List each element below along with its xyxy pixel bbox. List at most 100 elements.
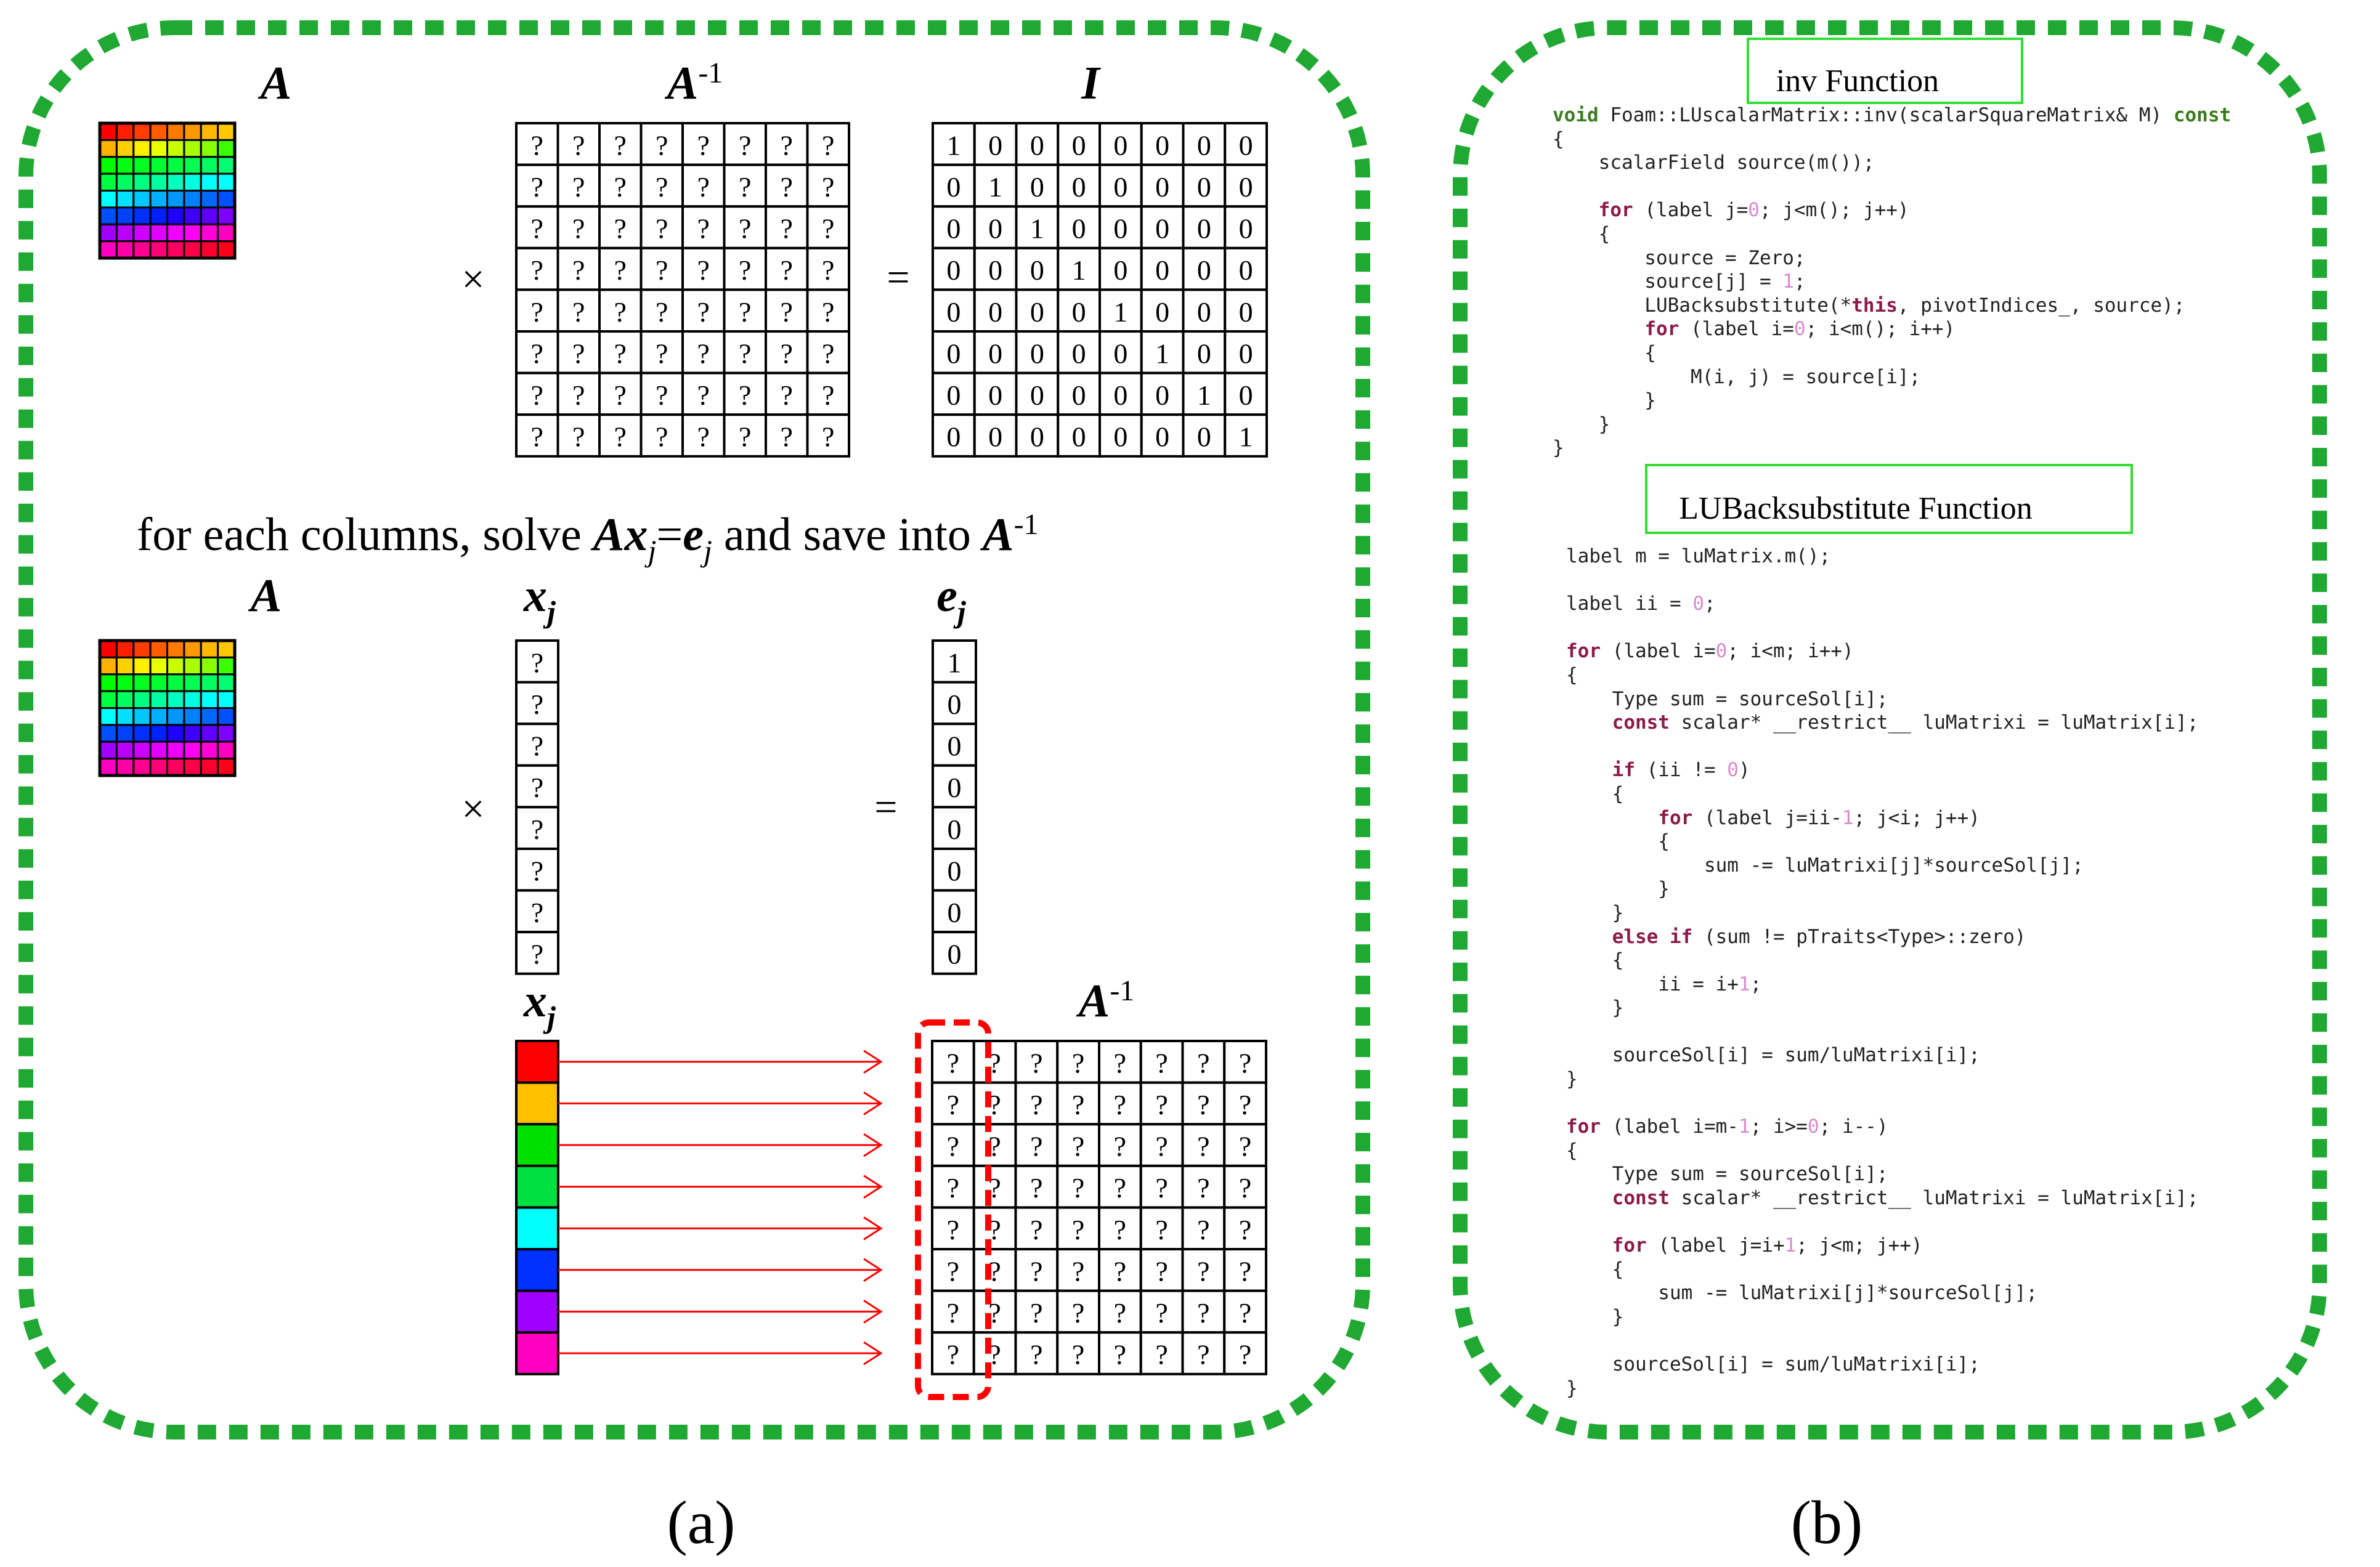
- code-token: [1566, 926, 1612, 948]
- matrix-ainv-top-cell: [806, 413, 850, 458]
- matrix-ainv-bottom-cell-text: ?: [988, 1089, 1001, 1120]
- matrix-a-mid-cell: [166, 639, 185, 658]
- matrix-ainv-bottom-cell-text: ?: [1239, 1172, 1251, 1204]
- code-token: 0: [1692, 593, 1704, 615]
- matrix-ainv-bottom-cell-text: ?: [1072, 1255, 1084, 1287]
- code-token: source = Zero;: [1553, 246, 1806, 269]
- matrix-ainv-bottom-cell-text: ?: [988, 1131, 1001, 1162]
- matrix-ainv-top-cell-text: ?: [781, 254, 793, 286]
- matrix-a-mid-cell: [99, 758, 118, 777]
- vector-xj-mid-cell: [515, 723, 559, 767]
- matrix-a-top-cell: [99, 223, 118, 243]
- matrix-identity-cell-text: 0: [1030, 254, 1044, 286]
- matrix-identity-cell-text: 0: [1113, 129, 1127, 161]
- matrix-identity-cell: [1057, 205, 1101, 249]
- matrix-ainv-top-cell-text: ?: [572, 338, 585, 369]
- matrix-identity-cell-text: 0: [1113, 421, 1127, 453]
- caption-b: (b): [1791, 1488, 1863, 1557]
- matrix-a-top-cell: [149, 190, 168, 209]
- matrix-identity-cell: [1182, 163, 1227, 208]
- code-token: ii = i+: [1566, 973, 1739, 995]
- vector-xj-mid-cell-text: ?: [531, 939, 543, 970]
- matrix-ainv-bottom-cell-text: ?: [1072, 1047, 1084, 1079]
- lub-code-line: {: [1566, 1258, 2199, 1282]
- code-token: (label i=m-: [1601, 1116, 1739, 1138]
- matrix-a-top-cell: [149, 206, 168, 225]
- times-symbol-top: ×: [461, 257, 484, 302]
- matrix-ainv-top-cell-text: ?: [739, 254, 751, 286]
- matrix-ainv-bottom-cell: [1223, 1248, 1267, 1292]
- matrix-a-mid-cell: [183, 639, 202, 658]
- matrix-ainv-top-cell-text: ?: [822, 338, 834, 369]
- matrix-identity-cell-text: 1: [1113, 296, 1127, 328]
- matrix-identity-cell: [1224, 205, 1268, 249]
- matrix-a-top-cell: [149, 172, 168, 192]
- inv-code-line: }: [1553, 413, 2231, 437]
- code-token: {: [1553, 222, 1610, 245]
- matrix-identity-cell-text: 0: [1155, 379, 1169, 411]
- matrix-a-mid-cell: [115, 639, 135, 658]
- matrix-a-mid-cell: [149, 690, 168, 709]
- matrix-identity-cell: [1140, 371, 1185, 416]
- matrix-ainv-top-cell-text: ?: [531, 379, 543, 411]
- matrix-a-mid-cell: [149, 639, 168, 658]
- matrix-ainv-bottom-cell: [1098, 1331, 1142, 1375]
- matrix-identity-cell: [1099, 288, 1143, 333]
- matrix-a-mid-cell: [166, 724, 185, 743]
- matrix-identity-cell: [1224, 371, 1268, 416]
- matrix-identity-cell-text: 0: [1113, 213, 1127, 245]
- matrix-a-mid-cell: [200, 707, 219, 726]
- matrix-a-top-cell: [217, 223, 236, 243]
- matrix-ainv-bottom-cell-text: ?: [1114, 1131, 1126, 1162]
- lub-code-line: sourceSol[i] = sum/luMatrixi[i];: [1566, 1353, 2199, 1377]
- matrix-ainv-bottom-cell-text: ?: [988, 1339, 1001, 1371]
- matrix-ainv-bottom-cell: [1181, 1123, 1226, 1167]
- vector-xj-mid-cell-text: ?: [531, 897, 543, 928]
- lub-code-line: [1566, 1329, 2199, 1353]
- matrix-ainv-top-cell: [806, 246, 850, 291]
- matrix-ainv-bottom-cell: [1098, 1164, 1142, 1209]
- matrix-identity-cell-text: 0: [1030, 129, 1044, 161]
- matrix-ainv-top-cell-text: ?: [781, 379, 793, 411]
- code-token: LUBacksubstitute(*: [1553, 294, 1852, 317]
- matrix-ainv-bottom-cell-text: ?: [1155, 1339, 1168, 1371]
- matrix-identity-cell-text: 0: [1030, 338, 1044, 369]
- code-token: else if: [1612, 925, 1693, 948]
- code-token: [1553, 318, 1644, 340]
- code-token: this: [1851, 294, 1898, 317]
- matrix-ainv-bottom-cell-text: ?: [1114, 1047, 1126, 1079]
- matrix-a-mid-cell: [99, 740, 118, 760]
- matrix-a-top-cell: [132, 122, 152, 141]
- matrix-a-mid-cell: [115, 656, 135, 676]
- matrix-a-top-cell: [166, 206, 185, 225]
- matrix-identity-cell-text: 1: [1072, 254, 1086, 286]
- matrix-ainv-bottom-cell-text: ?: [1155, 1131, 1168, 1162]
- matrix-a-top-cell: [200, 156, 219, 175]
- matrix-ainv-bottom-cell-text: ?: [947, 1089, 959, 1120]
- code-token: (label i=: [1601, 640, 1716, 663]
- lub-code-line: label m = luMatrix.m();: [1566, 545, 2199, 569]
- matrix-ainv-bottom-cell-text: ?: [1197, 1255, 1209, 1287]
- code-token: {: [1566, 1258, 1624, 1281]
- code-token: {: [1553, 341, 1656, 364]
- matrix-identity-cell-text: 0: [1197, 296, 1211, 328]
- matrix-identity-cell-text: 0: [946, 421, 961, 453]
- matrix-identity-cell-text: 1: [1239, 421, 1253, 453]
- vector-xj-color-cell: [515, 1206, 559, 1251]
- matrix-ainv-bottom-cell-text: ?: [1030, 1214, 1042, 1245]
- matrix-identity-cell-text: 0: [1072, 421, 1086, 453]
- matrix-identity-cell: [932, 205, 976, 249]
- code-token: for: [1612, 1234, 1647, 1257]
- matrix-ainv-top-cell-text: ?: [739, 213, 751, 245]
- matrix-identity-cell-text: 0: [1155, 296, 1169, 328]
- matrix-ainv-top-cell: [765, 413, 809, 458]
- matrix-ainv-bottom-label: A-1: [1076, 974, 1135, 1027]
- inv-code-line: {: [1553, 128, 2231, 152]
- matrix-ainv-bottom-cell: [1223, 1289, 1267, 1334]
- code-token: }: [1566, 1377, 1578, 1399]
- matrix-ainv-top-cell-text: ?: [656, 254, 668, 286]
- code-token: 0: [1727, 759, 1739, 782]
- matrix-identity-cell-text: 0: [988, 338, 1002, 369]
- matrix-identity-cell-text: 0: [1239, 296, 1253, 328]
- matrix-ainv-top-cell: [515, 288, 559, 333]
